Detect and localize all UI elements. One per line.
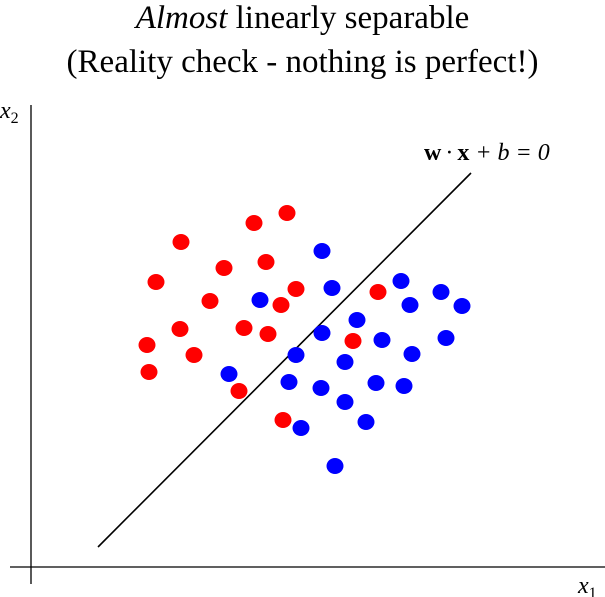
y-axis-label: x2 (0, 98, 19, 127)
red-point-9 (272, 297, 290, 313)
blue-point-3 (323, 280, 341, 296)
blue-point-4 (392, 273, 410, 289)
red-point-12 (235, 320, 253, 336)
blue-point-18 (367, 375, 385, 391)
blue-point-5 (432, 284, 450, 300)
red-point-5 (257, 254, 275, 270)
red-point-16 (140, 364, 158, 380)
blue-point-1 (313, 243, 331, 259)
blue-point-10 (373, 332, 391, 348)
red-point-17 (344, 333, 362, 349)
blue-point-23 (326, 458, 344, 474)
title-line-2: (Reality check - nothing is perfect!) (66, 44, 539, 80)
red-point-1 (245, 215, 263, 231)
blue-point-9 (313, 325, 331, 341)
blue-point-15 (220, 366, 238, 382)
red-point-4 (215, 260, 233, 276)
x-axis-label: x1 (577, 573, 597, 597)
red-point-19 (274, 412, 292, 428)
blue-point-11 (437, 330, 455, 346)
blue-point-19 (395, 378, 413, 394)
red-point-18 (230, 383, 248, 399)
decision-boundary-line (97, 172, 472, 548)
red-point-15 (185, 347, 203, 363)
red-point-10 (369, 284, 387, 300)
red-point-7 (287, 281, 305, 297)
blue-point-20 (336, 394, 354, 410)
red-point-2 (278, 205, 296, 221)
red-point-14 (138, 337, 156, 353)
blue-point-7 (453, 298, 471, 314)
red-point-3 (172, 234, 190, 250)
blue-point-16 (280, 374, 298, 390)
blue-point-17 (312, 380, 330, 396)
red-point-8 (201, 293, 219, 309)
title-line-1-rest: linearly separable (227, 0, 470, 36)
data-points (138, 205, 471, 474)
blue-point-12 (287, 347, 305, 363)
blue-point-21 (292, 420, 310, 436)
red-point-11 (171, 321, 189, 337)
red-point-13 (259, 326, 277, 342)
boundary-equation: w · x + b = 0 (424, 140, 550, 166)
blue-point-2 (251, 292, 269, 308)
title-line-1: Almost linearly separable (0, 0, 605, 36)
blue-point-22 (357, 414, 375, 430)
title-emphasis: Almost (135, 0, 228, 36)
blue-point-8 (348, 312, 366, 328)
blue-point-14 (403, 346, 421, 362)
blue-point-13 (336, 354, 354, 370)
blue-point-6 (401, 297, 419, 313)
red-point-6 (147, 274, 165, 290)
